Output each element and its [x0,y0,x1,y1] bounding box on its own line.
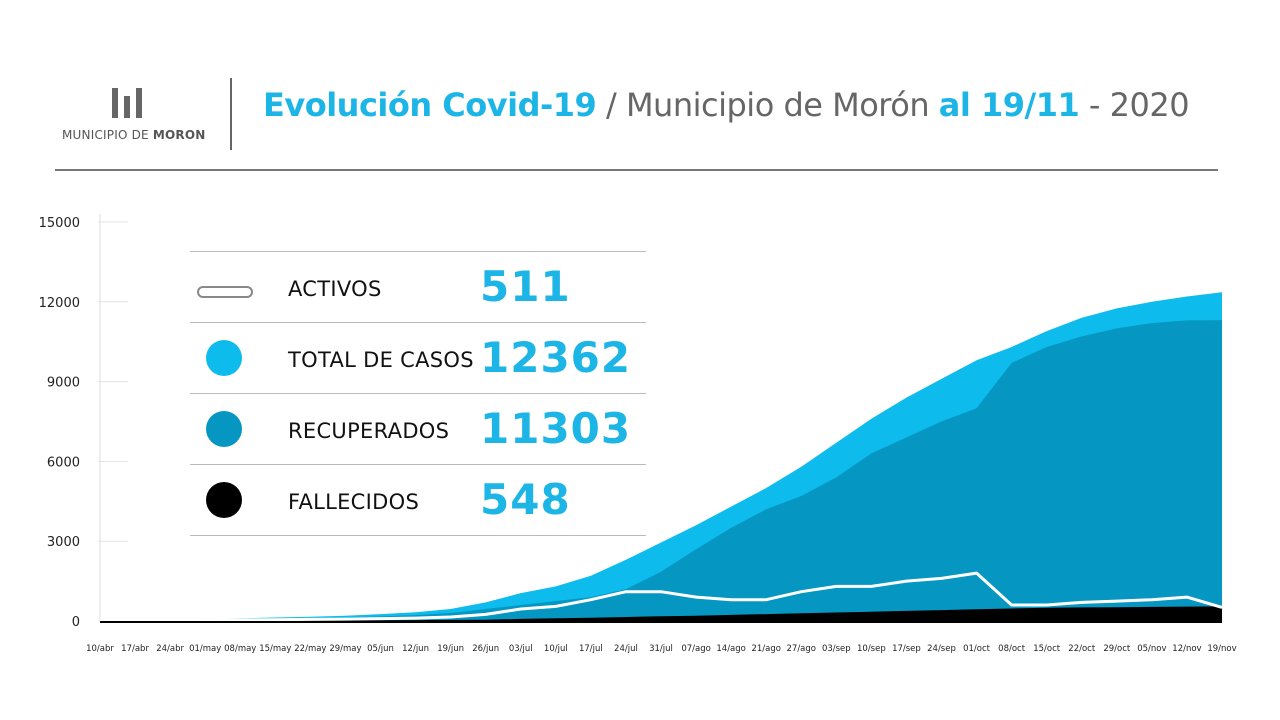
x-tick-label: 03/jul [509,644,533,654]
x-tick-label: 01/oct [963,644,991,654]
x-tick-label: 22/may [294,644,326,654]
legend-value: 511 [480,262,571,311]
x-tick-label: 17/jul [579,644,603,654]
x-tick-label: 19/jun [437,644,464,654]
municipio-logo-icon [112,88,142,118]
x-tick-label: 17/abr [121,644,149,654]
x-tick-label: 12/jun [402,644,429,654]
x-tick-label: 12/nov [1172,644,1201,654]
x-tick-label: 03/sep [822,644,851,654]
series-recuperados-area [100,320,1222,621]
recuperados-swatch-icon [206,411,242,447]
x-tick-label: 24/sep [927,644,956,654]
municipio-logo: MUNICIPIO DE MORON [58,82,218,152]
y-tick-label: 9000 [47,376,80,391]
x-tick-label: 05/nov [1137,644,1166,654]
covid-area-chart: 0 3000 6000 9000 12000 15000 10/abr 17/abr 24/ab… [39,214,1237,654]
x-tick-label: 15/oct [1033,644,1061,654]
y-tick-label: 0 [72,615,80,630]
x-tick-label: 27/ago [787,644,816,654]
total-swatch-icon [206,340,242,376]
x-tick-label: 15/may [259,644,291,654]
x-tick-label: 08/may [224,644,256,654]
series-fallecidos-area [100,606,1222,621]
x-tick-label: 08/oct [998,644,1026,654]
logo-text: MUNICIPIO DE MORON [62,128,206,142]
x-tick-label: 14/ago [716,644,745,654]
x-tick-label: 17/sep [892,644,921,654]
x-tick-label: 01/may [189,644,221,654]
x-tick-label: 24/jul [614,644,638,654]
legend-label: FALLECIDOS [288,490,420,514]
y-tick-label: 15000 [39,216,80,231]
x-tick-label: 10/jul [544,644,568,654]
series-activos-line [99,571,1223,623]
title-highlight: Evolución Covid-19 [263,86,597,124]
x-tick-label: 26/jun [472,644,499,654]
legend-value: 11303 [480,404,632,453]
title-date: al 19/11 [938,86,1080,124]
activos-swatch-icon [197,286,253,298]
legend-label: TOTAL DE CASOS [288,348,474,372]
y-tick-label: 3000 [47,535,80,550]
legend-row-activos: ACTIVOS 511 [190,251,646,322]
x-tick-label: 05/jun [367,644,394,654]
y-tick-label: 6000 [47,455,80,470]
x-tick-label: 29/may [329,644,361,654]
legend-label: ACTIVOS [288,277,382,301]
header-rule [55,169,1218,171]
legend-row-fallecidos: FALLECIDOS 548 [190,464,646,536]
legend-table: ACTIVOS 511 TOTAL DE CASOS 12362 RECUPER… [190,251,646,536]
legend-value: 12362 [480,333,632,382]
y-tick-label: 12000 [39,296,80,311]
x-tick-label: 21/ago [751,644,780,654]
header-divider [230,78,232,150]
x-tick-label: 29/oct [1103,644,1131,654]
legend-row-total: TOTAL DE CASOS 12362 [190,322,646,393]
fallecidos-swatch-icon [206,482,242,518]
x-tick-label: 10/sep [857,644,886,654]
x-tick-label: 24/abr [156,644,184,654]
x-tick-label: 19/nov [1207,644,1236,654]
legend-value: 548 [480,475,571,524]
legend-row-recuperados: RECUPERADOS 11303 [190,393,646,464]
legend-label: RECUPERADOS [288,419,450,443]
page-title: Evolución Covid-19 / Municipio de Morón … [263,86,1190,124]
x-tick-label: 31/jul [649,644,673,654]
x-tick-label: 07/ago [681,644,710,654]
x-tick-label: 22/oct [1068,644,1096,654]
x-tick-label: 10/abr [86,644,114,654]
